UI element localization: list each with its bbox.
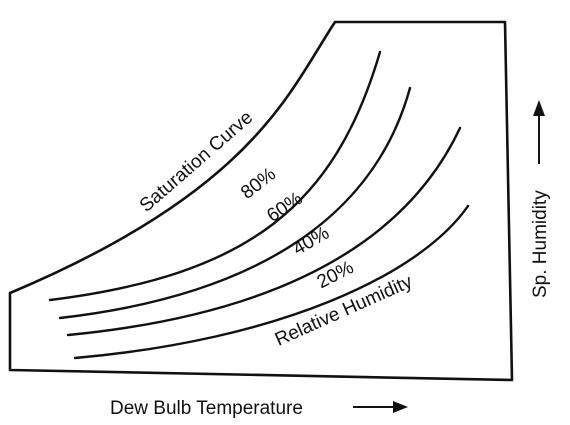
x-axis-arrowhead xyxy=(393,401,408,413)
rh-curve-20 xyxy=(73,204,470,360)
rh-curve-80 xyxy=(48,50,382,302)
rh-curve-40 xyxy=(66,126,462,337)
chart-boundary xyxy=(8,20,514,382)
y-axis-label: Sp. Humidity xyxy=(530,190,551,298)
y-axis-arrowhead xyxy=(533,100,545,116)
x-axis-label: Dew Bulb Temperature xyxy=(110,398,303,419)
rh-curve-60 xyxy=(58,86,412,320)
